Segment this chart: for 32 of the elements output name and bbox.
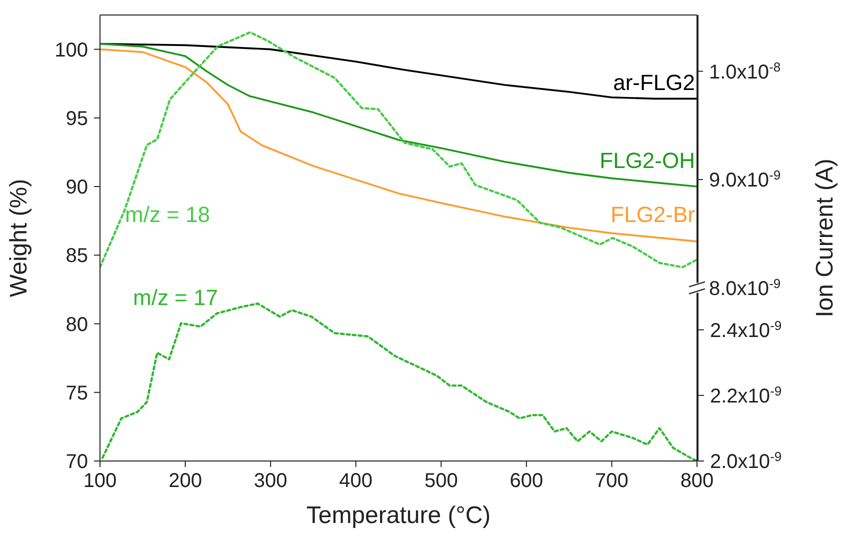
y2-tick-label: 1.0x10$^{-8}$ [709,58,781,84]
y2-tick-label: 9.0x10$^{-9}$ [709,167,781,192]
y2-tick-label: 8.0x10$^{-9}$ [709,275,781,300]
series-label: m/z = 17 [133,285,218,310]
y2-axis-title: Ion Current (A) [812,158,839,318]
y-tick-label: 80 [66,314,88,336]
y3-tick-label: 2.4x10$^{-9}$ [710,317,782,342]
series-label: ar-FLG2 [613,70,695,95]
series-label: FLG2-Br [610,202,695,227]
x-tick-label: 400 [339,470,373,492]
y3-tick-label: 2.2x10$^{-9}$ [710,382,782,408]
x-tick-label: 300 [254,470,288,492]
x-tick-label: 100 [83,470,117,492]
y-tick-label: 90 [66,176,88,199]
x-axis-title: Temperature (°C) [306,502,491,529]
y-tick-label: 75 [66,382,88,404]
line-series [100,48,697,242]
y-axis-title: Weight (%) [6,178,33,298]
line-series [100,31,697,268]
line-series [100,42,697,188]
x-tick-label: 500 [424,470,458,492]
series-label: m/z = 18 [125,202,210,227]
y-tick-label: 100 [54,39,88,62]
y-tick-label: 85 [66,245,88,268]
y-tick-label: 70 [66,451,88,473]
y-tick-label: 95 [66,108,88,130]
y3-tick-label: 2.0x10$^{-9}$ [710,448,782,473]
x-tick-label: 700 [595,470,628,492]
x-tick-label: 600 [510,470,544,492]
x-tick-label: 200 [168,470,202,492]
series-label: FLG2-OH [600,148,695,173]
x-tick-label: 800 [680,470,714,492]
